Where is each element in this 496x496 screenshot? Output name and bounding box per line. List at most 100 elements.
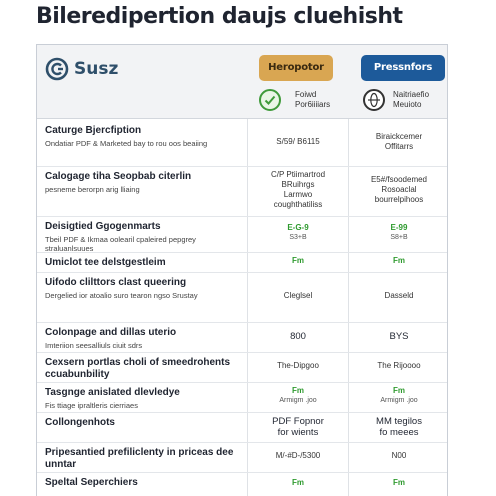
feature-title: Speltal Seperchiers bbox=[45, 477, 138, 488]
feature-title: Caturge Bjercfiption bbox=[45, 125, 142, 136]
feature-cell: Tasgnge anislated dlevledye Fis ttiage ip… bbox=[45, 387, 241, 410]
plan-a-value-line: for wients bbox=[277, 427, 319, 438]
plan-b-value-line: Rosoaclal bbox=[381, 185, 417, 194]
feature-cell: Colonpage and dillas uterio Imteriion see… bbox=[45, 327, 241, 350]
plan-a-value-line: 800 bbox=[290, 331, 306, 342]
plan-a-value-line: Fm bbox=[292, 478, 304, 487]
feature-cell: Deisigtied Ggogenmarts Tbeil PDF & Ikmaa … bbox=[45, 221, 241, 253]
plan-a-value-line: Cleglsel bbox=[283, 291, 313, 300]
plan-a-value: S/59/ B6115 bbox=[251, 137, 345, 147]
feature-cell: Speltal Seperchiers bbox=[45, 477, 241, 489]
plan-a-value: Cleglsel bbox=[251, 291, 345, 301]
plan-a-value-line: S3+B bbox=[289, 234, 307, 241]
feature-title: Uifodo clilttors clast queering bbox=[45, 277, 187, 288]
plan-a-value-line: Fm bbox=[292, 256, 304, 265]
brand-name: Susz bbox=[74, 59, 119, 79]
feature-title: Colonpage and dillas uterio bbox=[45, 327, 177, 338]
table-row: Collongenhots PDF Fopnor for wients MM tegi… bbox=[37, 413, 447, 443]
plan-a-value-line: Fm bbox=[292, 386, 304, 395]
plan-a-value: Fm bbox=[251, 256, 345, 266]
table-header: Susz Heropotor Pressnfors Foiwd Por6iiii… bbox=[37, 45, 447, 119]
feature-cell: Umiclot tee delstgestleim bbox=[45, 257, 241, 269]
plan-b-value-line: S8+B bbox=[390, 234, 408, 241]
plan-a-button[interactable]: Heropotor bbox=[259, 55, 333, 81]
plan-a-value: M/-#D-/5300 bbox=[251, 451, 345, 461]
plan-b-value: BYS bbox=[352, 331, 446, 342]
plan-b-button[interactable]: Pressnfors bbox=[361, 55, 445, 81]
plan-a-info: Foiwd Por6iiiiars bbox=[259, 89, 355, 111]
feature-cell: Pripesantied prefiliclenty in priceas de… bbox=[45, 447, 241, 471]
feature-cell: Caturge Bjercfiption Ondatiar PDF & Marke… bbox=[45, 125, 241, 148]
feature-title: Umiclot tee delstgestleim bbox=[45, 257, 166, 268]
plan-b-value: Fm bbox=[352, 256, 446, 266]
plan-b-value-line: Fm bbox=[393, 386, 405, 395]
plan-b-value: Biraickcemer Offitarrs bbox=[352, 132, 446, 152]
table-row: Umiclot tee delstgestleim Fm Fm bbox=[37, 253, 447, 273]
feature-description: Dergelied ior atoalio suro tearon ngso S… bbox=[45, 291, 198, 300]
plan-b-value: Dasseld bbox=[352, 291, 446, 301]
feature-description: pesneme berorpn arig lliaing bbox=[45, 185, 140, 194]
plan-b-info-line: Naitriaefio bbox=[393, 90, 430, 99]
plan-b-value-line: Fm bbox=[393, 256, 405, 265]
plan-b-value-line: E-99 bbox=[390, 223, 408, 232]
column-divider bbox=[247, 119, 248, 496]
feature-description: Fis ttiage ipraltleris cierriaes bbox=[45, 401, 138, 410]
plan-a-value-line: E-G-9 bbox=[287, 223, 309, 232]
feature-title: Collongenhots bbox=[45, 417, 115, 428]
plan-a-value-line: Armigm .joo bbox=[279, 397, 317, 404]
plan-b-value: Fm bbox=[352, 478, 446, 488]
plan-b-value-line: N00 bbox=[391, 451, 407, 460]
plan-b-value-line: MM tegilos bbox=[376, 416, 422, 427]
brand-c-logo-icon bbox=[45, 57, 69, 81]
table-row: Deisigtied Ggogenmarts Tbeil PDF & Ikmaa … bbox=[37, 217, 447, 253]
column-divider bbox=[348, 119, 349, 496]
brand: Susz bbox=[45, 57, 118, 81]
table-row: Pripesantied prefiliclenty in priceas de… bbox=[37, 443, 447, 473]
plan-a-value-line: BRuihrgs bbox=[281, 180, 315, 189]
table-row: Tasgnge anislated dlevledye Fis ttiage ip… bbox=[37, 383, 447, 413]
plan-b-value-line: BYS bbox=[389, 331, 409, 342]
plan-b-info: Naitriaefio Meuioto bbox=[363, 89, 447, 111]
plan-b-value-line: Dasseld bbox=[384, 291, 414, 300]
comparison-table: Susz Heropotor Pressnfors Foiwd Por6iiii… bbox=[36, 44, 448, 496]
plan-b-value: E5#/fsoodemed Rosoaclal bourrelpihoos bbox=[352, 175, 446, 205]
globe-circle-icon bbox=[363, 89, 385, 111]
feature-cell: Collongenhots bbox=[45, 417, 241, 429]
page-title: Bileredipertion daujs cluehisht bbox=[36, 4, 403, 29]
feature-description: Ondatiar PDF & Marketed bay to rou oos b… bbox=[45, 139, 208, 148]
plan-b-value: The Rijoooo bbox=[352, 361, 446, 371]
plan-a-info-line: Por6iiiiars bbox=[295, 100, 331, 109]
feature-title: Pripesantied prefiliclenty in priceas de… bbox=[45, 447, 234, 470]
plan-b-value: Fm Armigm .joo bbox=[352, 386, 446, 406]
plan-b-value-line: Offitarrs bbox=[384, 142, 414, 151]
plan-b-value-line: Armigm .joo bbox=[380, 397, 418, 404]
plan-a-value: C/P Ptiimartrod BRuihrgs Larmwo coughthatil… bbox=[251, 170, 345, 210]
plan-b-value-line: fo meees bbox=[379, 427, 419, 438]
plan-a-value-line: C/P Ptiimartrod bbox=[270, 170, 326, 179]
plan-b-value-line: E5#/fsoodemed bbox=[370, 175, 428, 184]
feature-cell: Uifodo clilttors clast queering Dergelied… bbox=[45, 277, 241, 300]
plan-a-value: 800 bbox=[251, 331, 345, 342]
table-row: Speltal Seperchiers Fm Fm bbox=[37, 473, 447, 496]
plan-a-value-line: S/59/ B6115 bbox=[276, 137, 320, 146]
plan-b-value: MM tegilos fo meees bbox=[352, 416, 446, 438]
plan-b-info-line: Meuioto bbox=[393, 100, 422, 109]
feature-description: Tbeil PDF & Ikmaa oolearil cpaleired pep… bbox=[45, 235, 196, 253]
plan-a-value: PDF Fopnor for wients bbox=[251, 416, 345, 438]
table-row: Uifodo clilttors clast queering Dergelied… bbox=[37, 273, 447, 323]
plan-b-value-line: Biraickcemer bbox=[375, 132, 423, 141]
plan-a-value: Fm Armigm .joo bbox=[251, 386, 345, 406]
plan-a-info-line: Foiwd bbox=[295, 90, 317, 99]
table-row: Calogage tiha Seopbab citerlin pesneme be… bbox=[37, 167, 447, 217]
feature-title: Tasgnge anislated dlevledye bbox=[45, 387, 180, 398]
feature-cell: Cexsern portlas choli of smeedrohents cc… bbox=[45, 357, 241, 381]
plan-b-value-line: The Rijoooo bbox=[377, 361, 421, 370]
table-row: Cexsern portlas choli of smeedrohents cc… bbox=[37, 353, 447, 383]
feature-title: Cexsern portlas choli of smeedrohents cc… bbox=[45, 357, 231, 380]
plan-a-value: The-Dipgoo bbox=[251, 361, 345, 371]
plan-b-value-line: Fm bbox=[393, 478, 405, 487]
plan-a-value-line: coughthatiliss bbox=[273, 200, 323, 209]
plan-a-value: Fm bbox=[251, 478, 345, 488]
plan-a-value: E-G-9 S3+B bbox=[251, 223, 345, 243]
feature-title: Deisigtied Ggogenmarts bbox=[45, 221, 161, 232]
